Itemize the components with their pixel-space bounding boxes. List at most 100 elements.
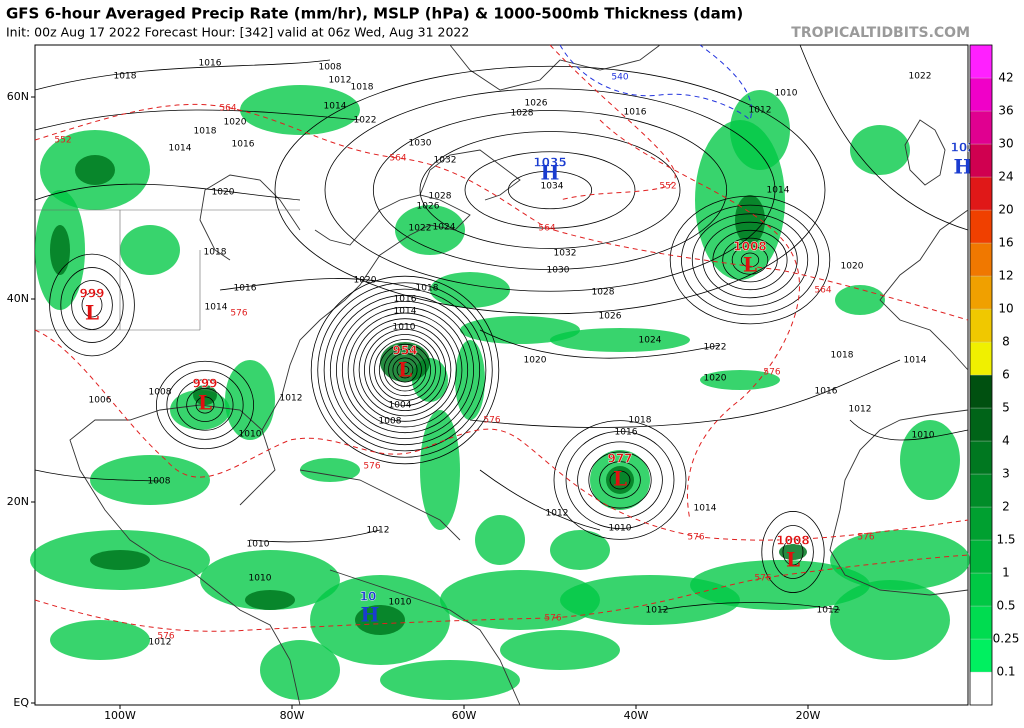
precip-area xyxy=(900,420,960,500)
lat-label: EQ xyxy=(13,696,29,709)
colorbar-segment xyxy=(969,638,993,673)
colorbar-segment xyxy=(969,242,993,277)
isobar-label: 1012 xyxy=(329,76,352,86)
thickness-label: 564 xyxy=(538,224,555,234)
colorbar-label: 36 xyxy=(998,104,1013,118)
lon-label: 80W xyxy=(280,709,305,722)
isobar xyxy=(34,59,331,91)
colorbar-segment xyxy=(969,77,993,112)
isobar-label: 1016 xyxy=(394,295,417,305)
colorbar-segment xyxy=(969,473,993,508)
precip-area xyxy=(550,328,690,352)
coastline xyxy=(69,404,301,706)
isobar xyxy=(49,253,135,357)
isobar xyxy=(219,278,421,291)
isobar xyxy=(60,267,124,343)
isobar xyxy=(740,252,760,268)
isobar xyxy=(469,359,901,428)
isobar-label: 1024 xyxy=(433,223,456,233)
isobar xyxy=(34,109,361,131)
isobar-label: 1020 xyxy=(212,188,235,198)
isobar-label: 1022 xyxy=(354,116,377,126)
isobar-label: 1018 xyxy=(831,351,854,361)
isobar-label: 1022 xyxy=(909,72,932,82)
thickness-label: 576 xyxy=(157,632,174,642)
isobar-label: 1020 xyxy=(841,262,864,272)
isobar xyxy=(310,275,500,465)
isobar-label: 1010 xyxy=(609,524,632,534)
isobar xyxy=(372,110,728,270)
thickness-label: 564 xyxy=(219,104,236,114)
isobar xyxy=(317,282,493,458)
precip-area xyxy=(200,550,340,610)
isobar-label: 1022 xyxy=(409,224,432,234)
isobar-label: 1028 xyxy=(511,109,534,119)
isobar-label: 1014 xyxy=(324,102,347,112)
isobar xyxy=(599,461,641,499)
precip-area xyxy=(225,360,275,440)
isobar xyxy=(71,280,113,330)
isobar xyxy=(274,65,826,315)
isobar xyxy=(388,353,422,387)
colorbar-segment xyxy=(969,110,993,145)
isobar-label: 1020 xyxy=(354,276,377,286)
precip-area xyxy=(395,205,465,255)
isobar-label: 1012 xyxy=(849,405,872,415)
pressure-center-symbol: L xyxy=(198,391,212,415)
isobar xyxy=(341,306,469,434)
colorbar-segment xyxy=(969,374,993,409)
isobar xyxy=(353,318,457,422)
isobar-label: 1010 xyxy=(239,430,262,440)
pressure-center-value: 1008 xyxy=(776,534,809,548)
isobar-label: 1014 xyxy=(904,356,927,366)
thickness-label: 576 xyxy=(363,462,380,472)
isobar-label: 1012 xyxy=(646,606,669,616)
thickness-label: 552 xyxy=(659,182,676,192)
colorbar-label: 0.25 xyxy=(993,632,1020,646)
isobar-label: 1022 xyxy=(704,343,727,353)
colorbar-label: 10 xyxy=(998,302,1013,316)
thickness-label: 576 xyxy=(544,614,561,624)
isobar xyxy=(383,348,427,392)
precip-core xyxy=(193,385,217,405)
isobar-label: 1012 xyxy=(817,606,840,616)
isobar-label: 1018 xyxy=(114,72,137,82)
coastline xyxy=(449,44,661,91)
axis-layer: 60N 40N 20N EQ 100W 80W 60W 40W 20W xyxy=(7,90,821,722)
colorbar-label: 12 xyxy=(998,269,1013,283)
isobar-label: 1006 xyxy=(89,396,112,406)
lon-label: 40W xyxy=(624,709,649,722)
isobar xyxy=(358,323,452,417)
thickness-label: 576 xyxy=(857,533,874,543)
isobar-label: 1008 xyxy=(148,477,171,487)
precip-area xyxy=(835,285,885,315)
colorbar-frame xyxy=(969,44,993,706)
isobar-label: 1012 xyxy=(280,394,303,404)
colorbar-label: 1 xyxy=(1002,566,1010,580)
pressure-center-symbol: H xyxy=(954,155,973,179)
isobar xyxy=(782,538,804,566)
isobar-label: 1012 xyxy=(367,526,390,536)
colorbar-label: 5 xyxy=(1002,401,1010,415)
isobar xyxy=(195,396,215,414)
isobar xyxy=(396,361,414,379)
colorbar-segment xyxy=(969,176,993,211)
pressure-center-symbol: L xyxy=(85,301,99,325)
isobar-label: 1028 xyxy=(429,192,452,202)
lon-label: 20W xyxy=(796,709,821,722)
thickness-label: 576 xyxy=(483,416,500,426)
isobar xyxy=(761,511,825,593)
thickness-label: 540 xyxy=(611,73,628,83)
thickness-label: 564 xyxy=(814,286,831,296)
precip-area xyxy=(500,630,620,670)
colorbar-label: 24 xyxy=(998,170,1013,184)
isobar xyxy=(609,470,631,490)
isobar-label: 1004 xyxy=(389,401,412,411)
precip-core xyxy=(90,550,150,570)
isobar xyxy=(369,334,441,406)
colorbar-label: 0.5 xyxy=(996,599,1015,613)
colorbar-segment xyxy=(969,44,993,79)
colorbar-label: 20 xyxy=(998,203,1013,217)
title: GFS 6-hour Averaged Precip Rate (mm/hr),… xyxy=(6,5,743,23)
